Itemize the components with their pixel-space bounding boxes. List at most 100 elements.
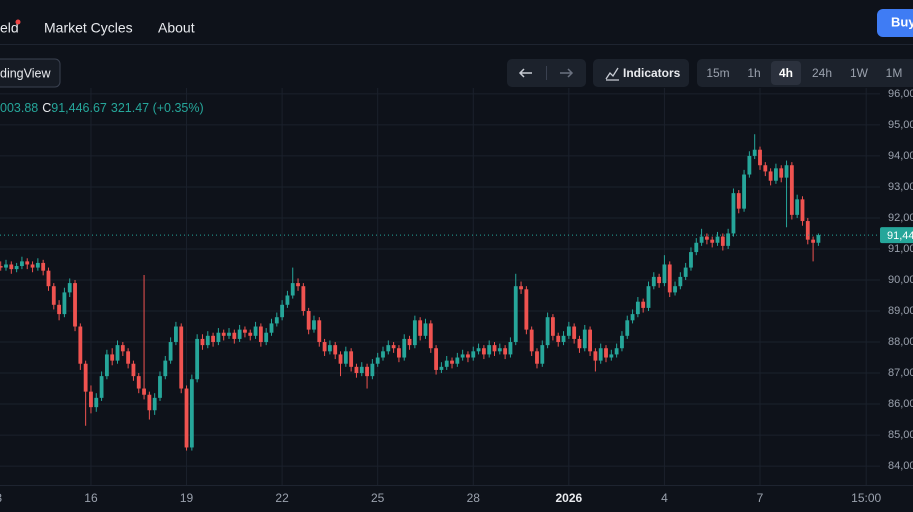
candle-body bbox=[62, 292, 67, 315]
candle-body bbox=[381, 351, 385, 358]
candle-body bbox=[306, 311, 311, 330]
candle-body bbox=[14, 266, 19, 270]
y-tick-label: 95,000 bbox=[888, 119, 913, 131]
candle-body bbox=[646, 286, 651, 308]
candle-body bbox=[211, 335, 215, 343]
candle-body bbox=[4, 264, 8, 268]
candle-body bbox=[269, 323, 274, 333]
back-arrow[interactable] bbox=[518, 68, 532, 78]
timeframe-button[interactable]: 1h bbox=[747, 66, 760, 80]
ohlc-legend: 003.88 C91,446.67 321.47 (+0.35%) bbox=[0, 101, 204, 115]
candle-body bbox=[487, 345, 492, 355]
candle-body bbox=[731, 193, 736, 234]
candle-body bbox=[816, 235, 821, 243]
timeframe-button[interactable]: 15m bbox=[706, 66, 729, 80]
candle-body bbox=[312, 320, 316, 330]
candle-body bbox=[99, 376, 104, 398]
y-tick-label: 86,000 bbox=[888, 398, 913, 410]
timeframe-button[interactable]: 24h bbox=[812, 66, 832, 80]
candle-body bbox=[349, 351, 354, 367]
candle-body bbox=[391, 345, 396, 349]
ohlc-value: 91,446.67 bbox=[51, 101, 107, 115]
candle-body bbox=[322, 342, 327, 352]
x-tick-label: 13 bbox=[0, 491, 2, 505]
chart-button-label: dingView bbox=[0, 66, 51, 80]
candle-body bbox=[418, 320, 423, 336]
x-tick-label: 28 bbox=[467, 491, 481, 505]
candle-body bbox=[779, 168, 784, 178]
timeframe-button[interactable]: 1W bbox=[850, 66, 869, 80]
candle-body bbox=[466, 354, 470, 358]
candle-body bbox=[131, 363, 136, 377]
brand[interactable]: eld bbox=[0, 20, 19, 36]
candle-body bbox=[795, 199, 800, 215]
candle-body bbox=[94, 397, 99, 408]
candle-body bbox=[428, 323, 433, 349]
candle-body bbox=[290, 283, 295, 296]
candle-body bbox=[57, 304, 62, 315]
timeframe-button[interactable]: 1M bbox=[886, 66, 903, 80]
candle-body bbox=[763, 165, 768, 172]
candle-body bbox=[540, 345, 545, 364]
candle-body bbox=[439, 366, 444, 370]
nav-link[interactable]: About bbox=[158, 20, 195, 36]
candle-body bbox=[620, 335, 624, 349]
buy-button[interactable] bbox=[877, 9, 913, 37]
candle-body bbox=[243, 329, 247, 333]
candle-body bbox=[811, 239, 816, 243]
candle-body bbox=[9, 264, 14, 270]
candle-body bbox=[513, 286, 518, 343]
plot bbox=[0, 88, 880, 485]
candle-body bbox=[556, 335, 561, 343]
candle-body bbox=[609, 354, 614, 358]
candle-body bbox=[253, 326, 258, 336]
candle-body bbox=[301, 286, 306, 312]
candle-body bbox=[83, 363, 88, 392]
indicators-label: Indicators bbox=[623, 66, 681, 80]
forward-arrow[interactable] bbox=[560, 68, 574, 78]
candle-body bbox=[492, 345, 497, 352]
candle-body bbox=[434, 348, 439, 370]
candle-body bbox=[359, 366, 364, 374]
candle-body bbox=[497, 348, 502, 352]
candle-body bbox=[216, 332, 221, 343]
candle-body bbox=[742, 174, 746, 209]
candle-body bbox=[673, 286, 677, 293]
y-tick-label: 91,000 bbox=[888, 243, 913, 255]
nav-link[interactable]: Market Cycles bbox=[44, 20, 133, 36]
candle-body bbox=[524, 289, 529, 330]
candle-body bbox=[30, 264, 35, 268]
candle-body bbox=[694, 242, 699, 253]
candle-body bbox=[189, 379, 194, 448]
candle-body bbox=[221, 332, 226, 336]
y-tick-label: 90,000 bbox=[888, 274, 913, 286]
candle-body bbox=[174, 326, 178, 343]
candle-body bbox=[184, 388, 189, 448]
candle-body bbox=[789, 165, 794, 215]
candle-body bbox=[237, 329, 242, 339]
candle-body bbox=[529, 329, 534, 352]
candle-body bbox=[784, 165, 789, 178]
candle-body bbox=[158, 376, 162, 398]
candle-body bbox=[572, 326, 577, 339]
candle-body bbox=[343, 351, 348, 364]
candle-body bbox=[370, 363, 375, 377]
x-tick-label: 7 bbox=[757, 491, 764, 505]
candle-body bbox=[614, 348, 619, 355]
timeframe-button[interactable]: 4h bbox=[779, 66, 793, 80]
chart-button[interactable] bbox=[0, 58, 61, 88]
candle-body bbox=[566, 326, 571, 336]
x-tick-label: 4 bbox=[661, 491, 668, 505]
x-tick-label: 16 bbox=[84, 491, 98, 505]
candle-body bbox=[248, 332, 253, 336]
candle-body bbox=[508, 342, 513, 355]
y-tick-label: 85,000 bbox=[888, 429, 913, 441]
candle-body bbox=[747, 155, 752, 175]
candle-body bbox=[588, 329, 592, 352]
candle-body bbox=[168, 342, 173, 361]
candle-body bbox=[104, 354, 109, 377]
candle-body bbox=[46, 270, 51, 287]
candle-body bbox=[455, 357, 460, 364]
candle-body bbox=[604, 348, 608, 358]
